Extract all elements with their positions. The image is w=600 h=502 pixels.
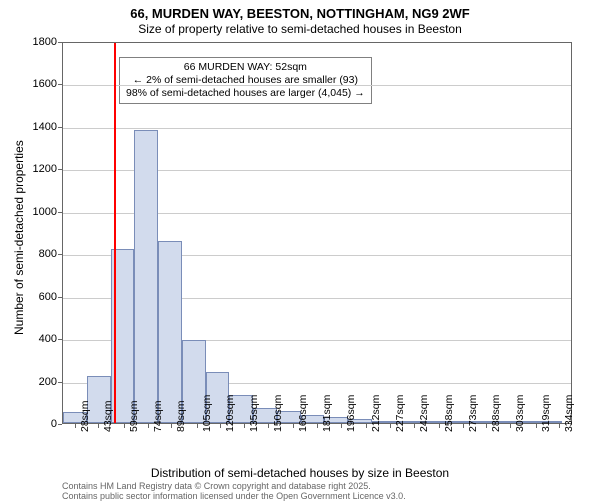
x-tick-mark [536,424,537,428]
x-tick-label: 227sqm [394,395,406,432]
chart-title-sub: Size of property relative to semi-detach… [0,22,600,36]
y-tick-label: 800 [39,248,57,260]
y-tick-label: 200 [39,376,57,388]
y-tick-label: 400 [39,333,57,345]
histogram-bar [134,130,158,423]
x-tick-label: 212sqm [370,395,382,432]
gridline-h [63,85,571,86]
y-axis-label: Number of semi-detached properties [12,140,26,335]
x-tick-mark [220,424,221,428]
x-tick-mark [75,424,76,428]
y-tick-label: 1800 [33,36,57,48]
y-tick-label: 1600 [33,78,57,90]
y-tick-mark [58,127,62,128]
x-tick-label: 303sqm [514,395,526,432]
x-tick-label: 150sqm [272,395,284,432]
x-tick-label: 273sqm [467,395,479,432]
x-tick-mark [463,424,464,428]
x-tick-label: 258sqm [443,395,455,432]
y-tick-mark [58,339,62,340]
x-tick-mark [124,424,125,428]
x-tick-label: 196sqm [345,395,357,432]
x-tick-mark [148,424,149,428]
x-tick-label: 288sqm [490,395,502,432]
y-tick-mark [58,169,62,170]
y-tick-mark [58,382,62,383]
y-tick-label: 0 [51,418,57,430]
x-tick-label: 74sqm [152,400,164,432]
x-tick-mark [559,424,560,428]
y-tick-mark [58,212,62,213]
x-tick-label: 135sqm [248,395,260,432]
x-tick-mark [317,424,318,428]
y-tick-mark [58,297,62,298]
x-tick-mark [268,424,269,428]
x-tick-mark [197,424,198,428]
x-tick-mark [244,424,245,428]
y-tick-label: 1200 [33,163,57,175]
x-tick-mark [366,424,367,428]
x-tick-label: 334sqm [563,395,575,432]
x-tick-mark [390,424,391,428]
x-tick-mark [98,424,99,428]
x-tick-mark [414,424,415,428]
x-tick-mark [439,424,440,428]
x-tick-mark [510,424,511,428]
x-tick-label: 166sqm [297,395,309,432]
annotation-line-1: 66 MURDEN WAY: 52sqm [126,61,365,74]
y-tick-mark [58,42,62,43]
x-tick-label: 28sqm [79,400,91,432]
y-tick-label: 600 [39,291,57,303]
chart-container: 66, MURDEN WAY, BEESTON, NOTTINGHAM, NG9… [0,0,600,500]
y-tick-label: 1400 [33,121,57,133]
y-tick-mark [58,84,62,85]
x-tick-label: 43sqm [102,400,114,432]
x-tick-mark [171,424,172,428]
x-tick-mark [293,424,294,428]
y-tick-label: 1000 [33,206,57,218]
chart-title-main: 66, MURDEN WAY, BEESTON, NOTTINGHAM, NG9… [0,6,600,21]
footer-attribution: Contains HM Land Registry data © Crown c… [62,482,406,502]
x-tick-mark [486,424,487,428]
gridline-h [63,128,571,129]
x-tick-label: 181sqm [321,395,333,432]
x-tick-label: 89sqm [175,400,187,432]
x-tick-label: 242sqm [418,395,430,432]
plot-area: 66 MURDEN WAY: 52sqm ← 2% of semi-detach… [62,42,572,424]
x-tick-label: 59sqm [128,400,140,432]
x-tick-mark [341,424,342,428]
y-tick-mark [58,424,62,425]
histogram-bar [158,241,182,424]
annotation-line-3: 98% of semi-detached houses are larger (… [126,87,365,100]
annotation-box: 66 MURDEN WAY: 52sqm ← 2% of semi-detach… [119,57,372,104]
y-tick-mark [58,254,62,255]
footer-line-2: Contains public sector information licen… [62,492,406,502]
reference-marker-line [114,43,116,423]
x-tick-label: 120sqm [224,395,236,432]
x-axis-label: Distribution of semi-detached houses by … [0,466,600,480]
x-tick-label: 105sqm [201,395,213,432]
x-tick-label: 319sqm [540,395,552,432]
